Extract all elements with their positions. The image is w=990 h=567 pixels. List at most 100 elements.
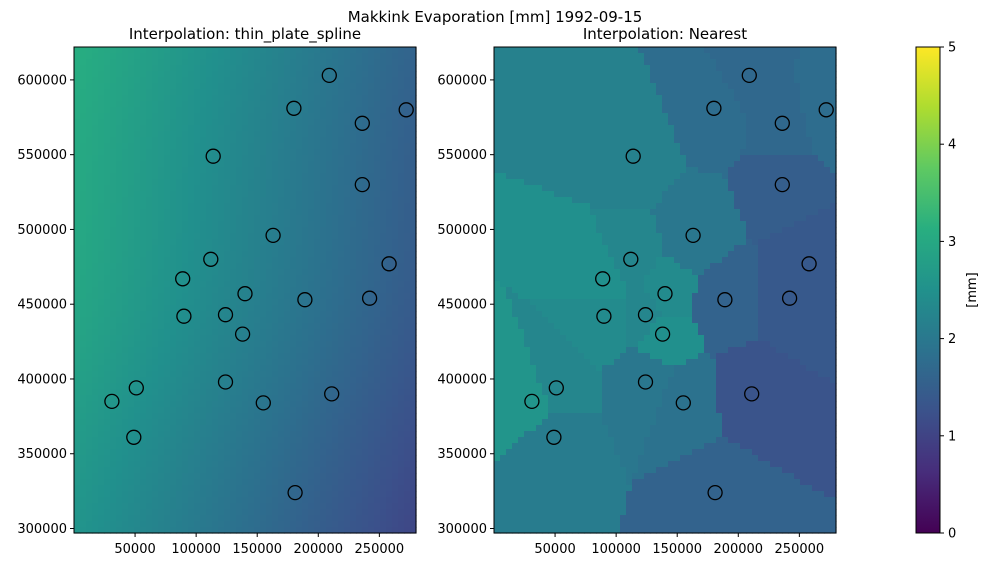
heatmap-cell <box>410 119 417 126</box>
heatmap-cell <box>152 389 159 396</box>
heatmap-cell <box>146 347 153 354</box>
heatmap-cell <box>140 125 147 132</box>
heatmap-cell <box>410 407 417 414</box>
heatmap-cell <box>314 161 321 168</box>
heatmap-cell <box>656 53 663 60</box>
heatmap-cell <box>338 287 345 294</box>
heatmap-cell <box>104 281 111 288</box>
heatmap-cell <box>230 149 237 156</box>
heatmap-cell <box>194 521 201 528</box>
heatmap-cell <box>302 53 309 60</box>
heatmap-cell <box>98 71 105 78</box>
heatmap-cell <box>248 59 255 66</box>
heatmap-cell <box>242 527 249 534</box>
heatmap-cell <box>182 515 189 522</box>
heatmap-cell <box>164 413 171 420</box>
heatmap-cell <box>290 155 297 162</box>
heatmap-cell <box>266 83 273 90</box>
heatmap-cell <box>362 239 369 246</box>
heatmap-cell <box>116 263 123 270</box>
heatmap-cell <box>146 449 153 456</box>
heatmap-cell <box>194 239 201 246</box>
heatmap-cell <box>140 137 147 144</box>
heatmap-cell <box>206 83 213 90</box>
heatmap-cell <box>794 47 801 54</box>
heatmap-cell <box>338 353 345 360</box>
heatmap-cell <box>332 527 339 534</box>
heatmap-cell <box>374 287 381 294</box>
heatmap-cell <box>320 65 327 72</box>
heatmap-cell <box>146 191 153 198</box>
heatmap-cell <box>290 197 297 204</box>
heatmap-cell <box>116 287 123 294</box>
heatmap-cell <box>230 209 237 216</box>
heatmap-cell <box>200 323 207 330</box>
heatmap-cell <box>224 317 231 324</box>
heatmap-cell <box>98 323 105 330</box>
heatmap-cell <box>230 455 237 462</box>
heatmap-cell <box>350 389 357 396</box>
heatmap-cell <box>230 131 237 138</box>
heatmap-cell <box>272 293 279 300</box>
heatmap-cell <box>368 473 375 480</box>
heatmap-cell <box>248 341 255 348</box>
heatmap-cell <box>260 197 267 204</box>
heatmap-cell <box>140 401 147 408</box>
heatmap-cell <box>362 443 369 450</box>
heatmap-cell <box>224 281 231 288</box>
heatmap-cell <box>338 311 345 318</box>
heatmap-cell <box>314 329 321 336</box>
heatmap-cell <box>182 233 189 240</box>
heatmap-cell <box>110 515 117 522</box>
heatmap-cell <box>290 137 297 144</box>
heatmap-cell <box>140 461 147 468</box>
heatmap-cell <box>284 53 291 60</box>
heatmap-cell <box>290 281 297 288</box>
heatmap-cell <box>224 455 231 462</box>
heatmap-cell <box>164 335 171 342</box>
heatmap-cell <box>182 239 189 246</box>
heatmap-cell <box>122 359 129 366</box>
heatmap-cell <box>362 521 369 528</box>
heatmap-cell <box>398 233 405 240</box>
heatmap-cell <box>98 341 105 348</box>
heatmap-cell <box>338 293 345 300</box>
heatmap-cell <box>122 467 129 474</box>
heatmap-cell <box>242 461 249 468</box>
heatmap-cell <box>584 53 591 60</box>
heatmap-cell <box>170 173 177 180</box>
heatmap-cell <box>122 425 129 432</box>
heatmap-cell <box>278 491 285 498</box>
heatmap-cell <box>260 191 267 198</box>
heatmap-cell <box>284 419 291 426</box>
heatmap-cell <box>182 509 189 516</box>
heatmap-cell <box>662 59 669 66</box>
heatmap-cell <box>224 185 231 192</box>
heatmap-cell <box>722 65 729 72</box>
heatmap-cell <box>260 287 267 294</box>
heatmap-cell <box>344 185 351 192</box>
heatmap-cell <box>338 191 345 198</box>
heatmap-cell <box>404 227 411 234</box>
heatmap-cell <box>158 113 165 120</box>
heatmap-cell <box>194 113 201 120</box>
heatmap-cell <box>74 251 81 258</box>
heatmap-cell <box>218 353 225 360</box>
heatmap-cell <box>278 185 285 192</box>
heatmap-cell <box>266 485 273 492</box>
heatmap-cell <box>290 179 297 186</box>
heatmap-cell <box>158 503 165 510</box>
heatmap-cell <box>224 335 231 342</box>
heatmap-cell <box>86 191 93 198</box>
heatmap-cell <box>86 125 93 132</box>
heatmap-cell <box>170 191 177 198</box>
heatmap-cell <box>350 449 357 456</box>
station-marker <box>398 102 414 118</box>
heatmap-cell <box>398 323 405 330</box>
heatmap-cell <box>200 191 207 198</box>
heatmap-cell <box>80 167 87 174</box>
heatmap-cell <box>182 341 189 348</box>
heatmap-cell <box>242 395 249 402</box>
heatmap-cell <box>302 455 309 462</box>
heatmap-cell <box>98 269 105 276</box>
